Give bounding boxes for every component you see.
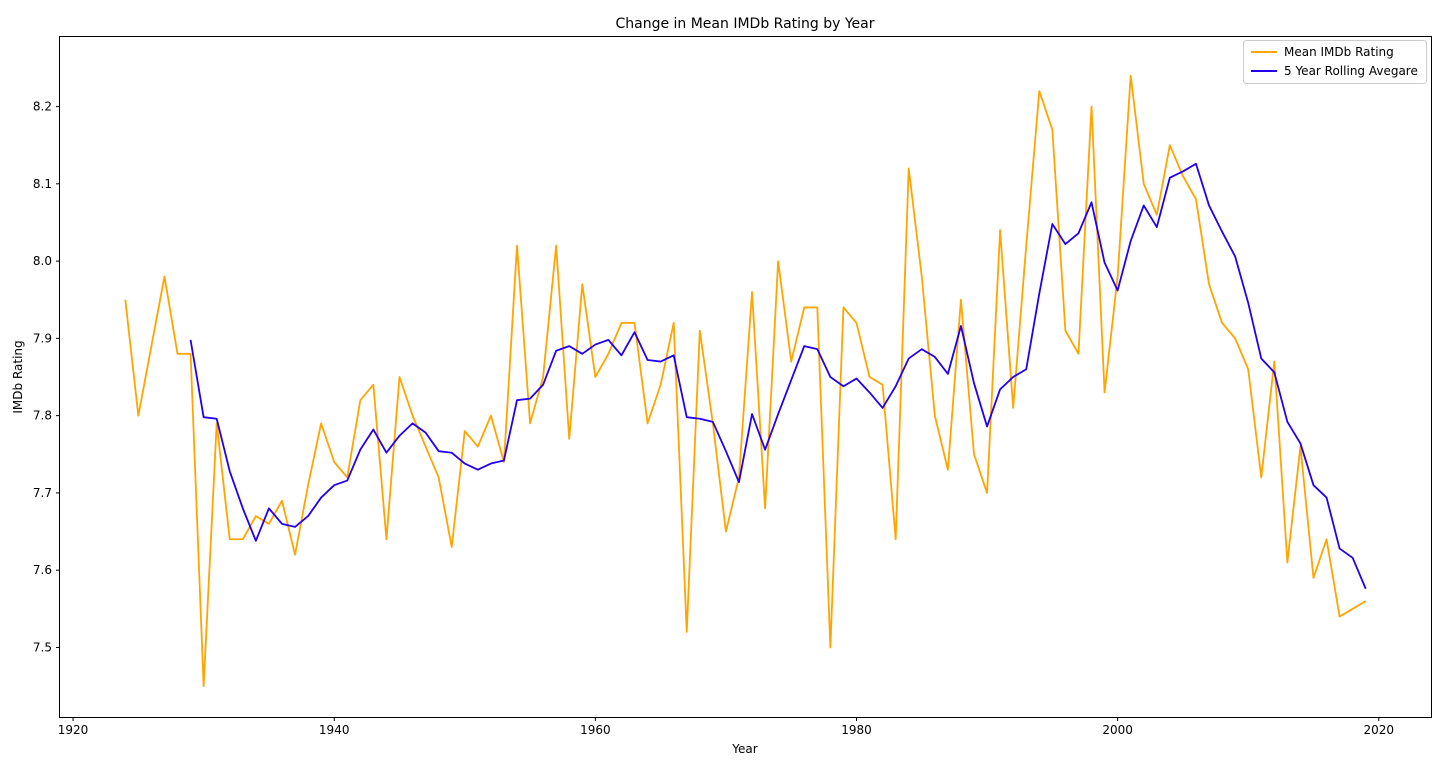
x-tick-label: 2000 [1102, 723, 1133, 737]
series-line-rolling-average [189, 162, 1367, 590]
legend-box [1243, 40, 1427, 84]
y-tick-label: 8.2 [33, 100, 52, 114]
y-tick-label: 7.9 [33, 331, 52, 345]
x-axis: 1920 1940 1960 1980 2000 2020 [58, 717, 1394, 737]
legend-label-rolling: 5 Year Rolling Avegare [1284, 64, 1418, 78]
x-tick-label: 1940 [319, 723, 350, 737]
chart-title: Change in Mean IMDb Rating by Year [615, 16, 874, 32]
plot-area [124, 74, 1367, 687]
y-axis-label: IMDb Rating [11, 340, 25, 413]
series-line-mean-rating [124, 74, 1367, 687]
legend: Mean IMDb Rating 5 Year Rolling Avegare [1243, 40, 1427, 84]
legend-label-mean: Mean IMDb Rating [1284, 45, 1394, 59]
y-tick-label: 8.1 [33, 177, 52, 191]
y-tick-label: 7.7 [33, 486, 52, 500]
plot-frame [59, 36, 1432, 718]
x-tick-label: 1960 [580, 723, 611, 737]
x-axis-label: Year [731, 742, 757, 756]
x-tick-label: 1920 [58, 723, 89, 737]
y-tick-label: 8.0 [33, 254, 52, 268]
y-tick-label: 7.8 [33, 409, 52, 423]
x-tick-label: 1980 [841, 723, 872, 737]
y-tick-label: 7.6 [33, 563, 52, 577]
x-tick-label: 2020 [1363, 723, 1394, 737]
y-axis: 7.5 7.6 7.7 7.8 7.9 8.0 8.1 8.2 [33, 100, 60, 654]
y-tick-label: 7.5 [33, 640, 52, 654]
